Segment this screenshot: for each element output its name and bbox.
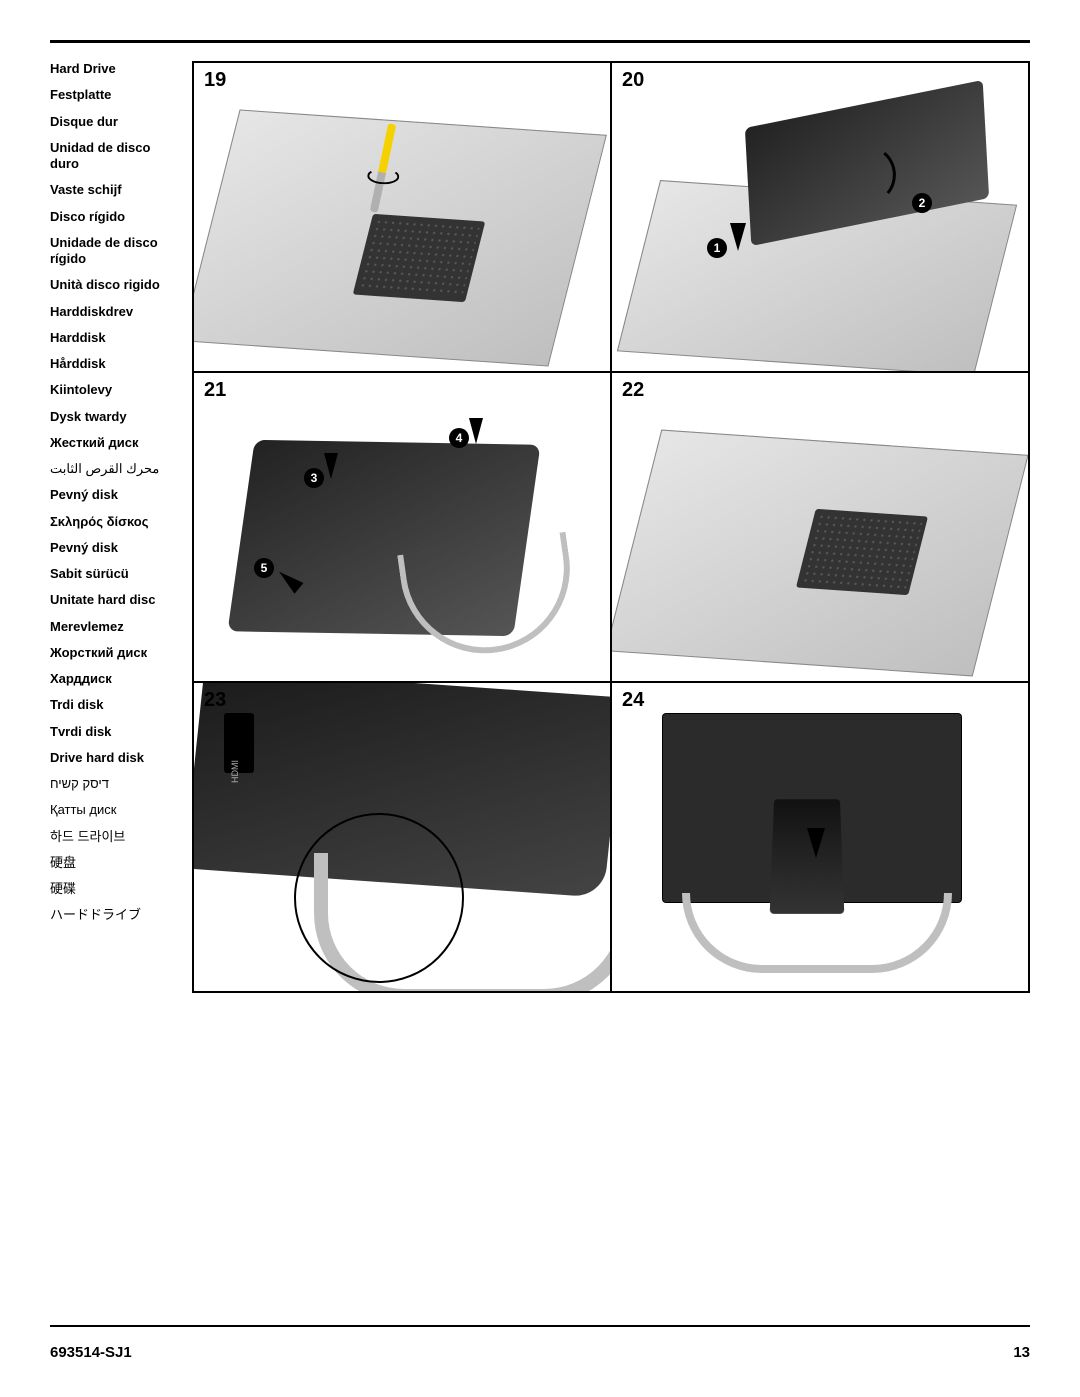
term: Drive hard disk (50, 750, 180, 766)
callout: 5 (254, 558, 274, 578)
step-cell-21: 21 3 4 5 (193, 372, 611, 682)
term: Hårddisk (50, 356, 180, 372)
callout: 4 (449, 428, 469, 448)
term: Festplatte (50, 87, 180, 103)
term: 硬盘 (50, 855, 180, 871)
steps-grid-wrap: 19 20 1 2 (192, 61, 1030, 993)
step-cell-22: 22 (611, 372, 1029, 682)
term: Dysk twardy (50, 409, 180, 425)
callout: 1 (707, 238, 727, 258)
grid-row: 21 3 4 5 22 (193, 372, 1029, 682)
steps-grid: 19 20 1 2 (192, 61, 1030, 993)
term: Disco rígido (50, 209, 180, 225)
step-number: 19 (204, 69, 226, 92)
term: Harddisk (50, 330, 180, 346)
step-21-illustration: 3 4 5 (194, 373, 610, 681)
term: Disque dur (50, 114, 180, 130)
term: Unidade de disco rígido (50, 235, 180, 268)
step-cell-20: 20 1 2 (611, 62, 1029, 372)
step-number: 21 (204, 379, 226, 402)
step-19-illustration (194, 63, 610, 371)
term: Vaste schijf (50, 182, 180, 198)
term: Harddiskdrev (50, 304, 180, 320)
term: Unità disco rigido (50, 277, 180, 293)
term: Unidad de disco duro (50, 140, 180, 173)
term: Trdi disk (50, 697, 180, 713)
term: Tvrdi disk (50, 724, 180, 740)
grid-row: 23 HDMI 24 (193, 682, 1029, 992)
step-cell-19: 19 (193, 62, 611, 372)
term: 하드 드라이브 (50, 829, 180, 845)
step-number: 23 (204, 689, 226, 712)
term: Σκληρός δίσκος (50, 514, 180, 530)
step-cell-24: 24 (611, 682, 1029, 992)
bottom-rule (50, 1325, 1030, 1327)
step-20-illustration: 1 2 (612, 63, 1028, 371)
term: דיסק קשיח (50, 776, 180, 792)
top-rule (50, 40, 1030, 43)
step-number: 22 (622, 379, 644, 402)
callout: 2 (912, 193, 932, 213)
step-number: 20 (622, 69, 644, 92)
step-24-illustration (612, 683, 1028, 991)
term: Kiintolevy (50, 382, 180, 398)
term: Жорсткий диск (50, 645, 180, 661)
sidebar-translations: Hard Drive Festplatte Disque dur Unidad … (50, 61, 180, 993)
term: محرك القرص الثابت (50, 461, 180, 477)
step-number: 24 (622, 689, 644, 712)
step-23-illustration: HDMI (194, 683, 610, 991)
term: Харддиск (50, 671, 180, 687)
term: Merevlemez (50, 619, 180, 635)
doc-id: 693514-SJ1 (50, 1344, 132, 1361)
term: Қатты диск (50, 802, 180, 818)
step-cell-23: 23 HDMI (193, 682, 611, 992)
term: 硬碟 (50, 881, 180, 897)
term: Pevný disk (50, 540, 180, 556)
callout: 3 (304, 468, 324, 488)
term: Unitate hard disc (50, 592, 180, 608)
term: Жесткий диск (50, 435, 180, 451)
page-footer: 693514-SJ1 13 (50, 1344, 1030, 1361)
step-22-illustration (612, 373, 1028, 681)
term: ハードドライブ (50, 907, 180, 923)
term: Pevný disk (50, 487, 180, 503)
page-number: 13 (1013, 1344, 1030, 1361)
term: Sabit sürücü (50, 566, 180, 582)
content-area: Hard Drive Festplatte Disque dur Unidad … (50, 61, 1030, 993)
grid-row: 19 20 1 2 (193, 62, 1029, 372)
term: Hard Drive (50, 61, 180, 77)
